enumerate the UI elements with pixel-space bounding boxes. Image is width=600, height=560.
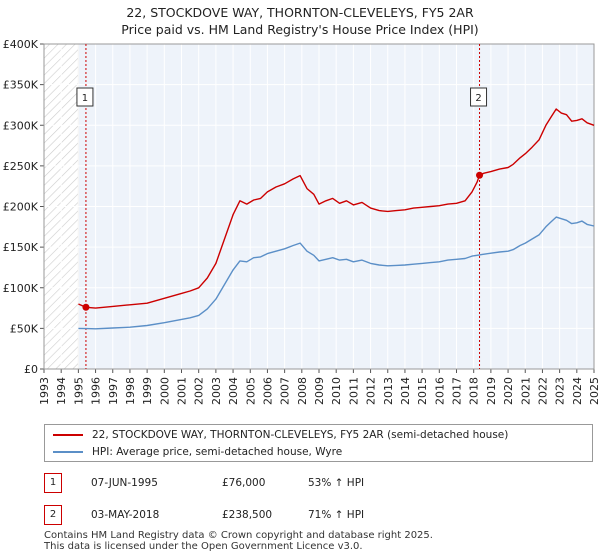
- sale-hpi-1: 53% ↑ HPI: [308, 477, 365, 489]
- x-tick-label: 2016: [433, 377, 446, 405]
- footer: Contains HM Land Registry data © Crown c…: [44, 530, 594, 552]
- legend-label-hpi: HPI: Average price, semi-detached house,…: [92, 446, 343, 458]
- x-tick-label: 2014: [399, 377, 412, 405]
- x-tick-label: 2025: [588, 377, 600, 405]
- x-tick-label: 2024: [571, 377, 584, 405]
- x-tick-label: 1994: [55, 377, 68, 405]
- annotation-box-2: [470, 87, 488, 107]
- annotation-label-2: 2: [475, 93, 481, 104]
- x-tick-label: 2007: [279, 377, 292, 405]
- plot-frame: [43, 43, 595, 370]
- sale-price-1: £76,000: [222, 477, 266, 489]
- x-tick-label: 2012: [365, 377, 378, 405]
- x-tick-label: 2023: [554, 377, 567, 405]
- y-tick-label: £350K: [3, 79, 39, 92]
- x-tick-label: 2011: [347, 377, 360, 405]
- x-tick-label: 2013: [382, 377, 395, 405]
- price-chart: £0 £50K £100K £150K £200K £250K £300K £350K £400…: [3, 38, 600, 405]
- x-tick-label: 2019: [485, 377, 498, 405]
- chart-title: 22, STOCKDOVE WAY, THORNTON-CLEVELEYS, F…: [126, 5, 474, 20]
- x-tick-label: 1996: [90, 377, 103, 405]
- y-tick-label: £150K: [3, 241, 39, 254]
- legend: 22, STOCKDOVE WAY, THORNTON-CLEVELEYS, F…: [44, 424, 593, 462]
- y-tick-label: £100K: [3, 282, 39, 295]
- x-tick-label: 1999: [141, 377, 154, 405]
- x-tick-label: 2003: [210, 377, 223, 405]
- series-line-property: [78, 108, 595, 309]
- x-tick-label: 2021: [519, 377, 532, 405]
- sale-hpi-2: 71% ↑ HPI: [308, 509, 365, 521]
- sale-point-1: [82, 303, 90, 311]
- y-tick-label: £200K: [3, 201, 39, 214]
- x-tick-label: 1995: [72, 377, 85, 405]
- legend-label-property: 22, STOCKDOVE WAY, THORNTON-CLEVELEYS, F…: [92, 429, 509, 441]
- x-tick-label: 1997: [107, 377, 120, 405]
- legend-item-property: 22, STOCKDOVE WAY, THORNTON-CLEVELEYS, F…: [53, 427, 508, 443]
- annotation-box-1: [76, 87, 94, 107]
- footer-licence: This data is licensed under the Open Gov…: [44, 541, 363, 552]
- y-tick-label: £300K: [3, 119, 39, 132]
- series-line-hpi: [78, 216, 595, 330]
- x-tick-label: 2000: [158, 377, 171, 405]
- x-tick-label: 1993: [38, 377, 51, 405]
- y-tick-label: £250K: [3, 160, 39, 173]
- x-tick-label: 2018: [468, 377, 481, 405]
- x-tick-label: 2004: [227, 377, 240, 405]
- sale-marker-2: 2: [44, 505, 62, 525]
- y-tick-label: £50K: [10, 322, 39, 335]
- x-tick-label: 2005: [244, 377, 257, 405]
- y-tick-label: £0: [24, 363, 38, 376]
- sale-date-2: 03-MAY-2018: [91, 509, 160, 521]
- chart-subtitle: Price paid vs. HM Land Registry's House …: [121, 22, 479, 37]
- sale-point-2: [476, 171, 484, 179]
- x-tick-label: 2010: [330, 377, 343, 405]
- x-tick-label: 1998: [124, 377, 137, 405]
- x-tick-label: 2017: [451, 377, 464, 405]
- sale-marker-1: 1: [44, 473, 62, 493]
- annotation-label-1: 1: [82, 93, 88, 104]
- x-tick-label: 2006: [261, 377, 274, 405]
- x-tick-label: 2002: [193, 377, 206, 405]
- footer-copyright: Contains HM Land Registry data © Crown c…: [44, 530, 433, 541]
- legend-swatch-property: [53, 434, 83, 436]
- chart-title-block: 22, STOCKDOVE WAY, THORNTON-CLEVELEYS, F…: [0, 4, 600, 38]
- sale-price-2: £238,500: [222, 509, 273, 521]
- x-tick-label: 2008: [296, 377, 309, 405]
- x-tick-label: 2020: [502, 377, 515, 405]
- x-tick-label: 2022: [536, 377, 549, 405]
- legend-swatch-hpi: [53, 451, 83, 453]
- x-tick-label: 2001: [176, 377, 189, 405]
- x-tick-label: 2009: [313, 377, 326, 405]
- sale-date-1: 07-JUN-1995: [91, 477, 158, 489]
- x-tick-label: 2015: [416, 377, 429, 405]
- y-tick-label: £400K: [3, 38, 39, 51]
- legend-item-hpi: HPI: Average price, semi-detached house,…: [53, 444, 342, 460]
